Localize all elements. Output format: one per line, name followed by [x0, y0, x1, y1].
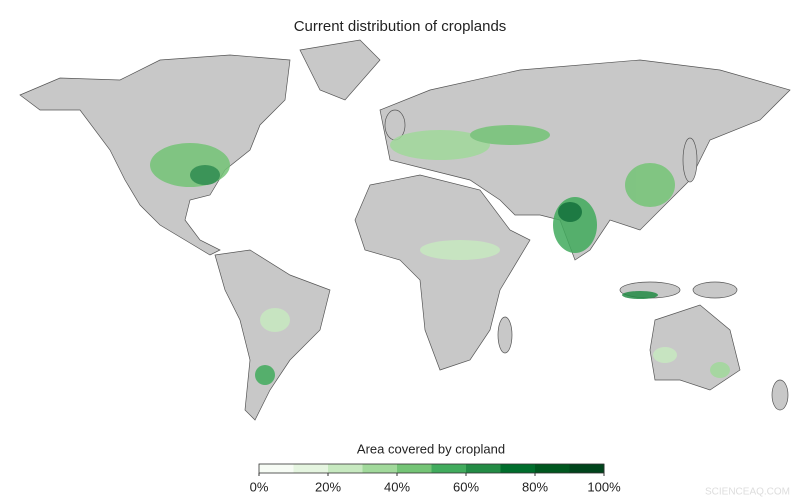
- cropland-region: [622, 291, 658, 299]
- colorbar-frame: [258, 463, 605, 474]
- cropland-region: [390, 130, 490, 160]
- colorbar-tick-label: 80%: [522, 479, 548, 494]
- colorbar-step: [362, 464, 398, 473]
- cropland-region: [710, 362, 730, 378]
- cropland-region: [420, 240, 500, 260]
- madagascar: [497, 316, 513, 354]
- colorbar-tick-label: 100%: [587, 479, 621, 494]
- colorbar-step: [259, 464, 294, 473]
- legend-title: Area covered by cropland: [357, 441, 505, 456]
- colorbar-tick-label: 0%: [250, 479, 269, 494]
- new-guinea: [692, 281, 738, 299]
- cropland-region: [260, 308, 290, 332]
- cropland-region: [625, 163, 675, 207]
- colorbar-step: [500, 464, 536, 473]
- south-america: [214, 249, 331, 421]
- cropland-region: [558, 202, 582, 222]
- cropland-region: [470, 125, 550, 145]
- colorbar-tick-label: 20%: [315, 479, 341, 494]
- colorbar-step: [466, 464, 501, 473]
- colorbar-step: [535, 464, 570, 473]
- cropland-region: [255, 365, 275, 385]
- land-masses: [19, 39, 791, 421]
- colorbar-step: [431, 464, 467, 473]
- cropland-region: [190, 165, 220, 185]
- cropland-region: [653, 347, 677, 363]
- colorbar-tick-label: 40%: [384, 479, 410, 494]
- colorbar-tick-label: 60%: [453, 479, 479, 494]
- colorbar-step: [293, 464, 329, 473]
- colorbar-step: [569, 464, 605, 473]
- eurasia: [379, 59, 791, 261]
- africa: [354, 174, 531, 371]
- cropland-region: [150, 143, 230, 187]
- colorbar-step: [328, 464, 363, 473]
- watermark: SCIENCEAQ.COM: [705, 487, 790, 498]
- greenland: [299, 39, 381, 101]
- colorbar-step: [397, 464, 432, 473]
- cropland-areas: [150, 125, 730, 385]
- new-zealand: [771, 379, 789, 411]
- map-title: Current distribution of croplands: [294, 18, 507, 35]
- japan: [682, 137, 698, 183]
